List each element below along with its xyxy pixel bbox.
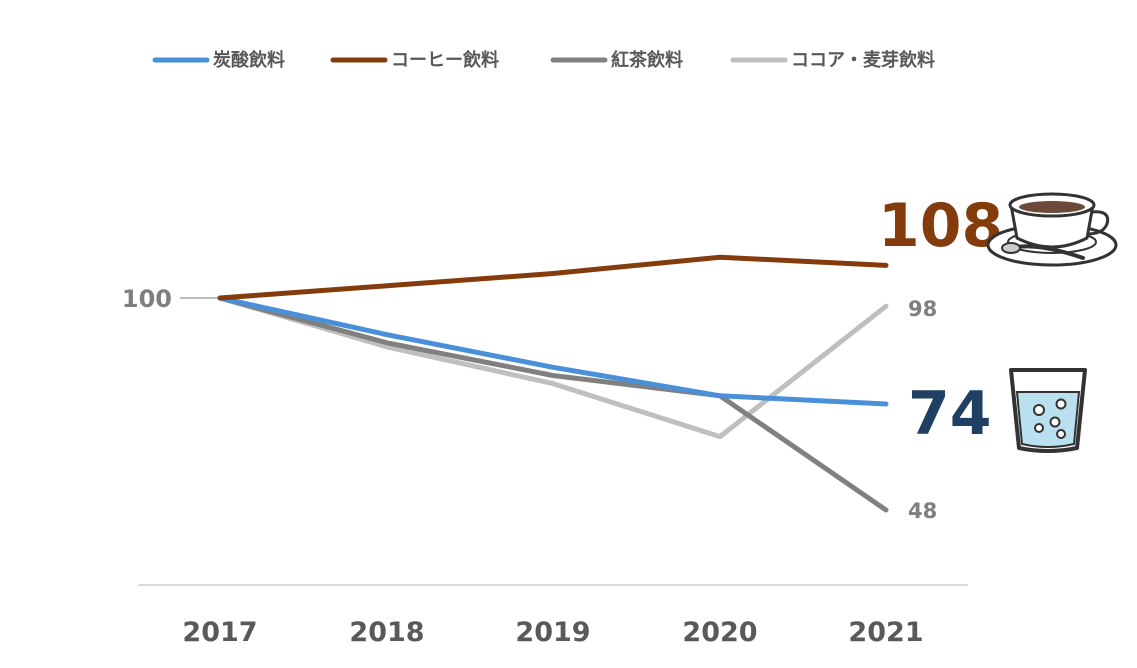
- x-tick-label: 2021: [848, 617, 923, 648]
- x-tick-label: 2017: [182, 617, 257, 648]
- series-line: [217, 254, 889, 301]
- x-tick-label: 2020: [682, 617, 757, 648]
- series-line: [217, 295, 889, 513]
- start-value-label: 100: [122, 285, 172, 313]
- legend-label: コーヒー飲料: [391, 49, 499, 71]
- end-value-label: 98: [908, 297, 937, 321]
- soda-glass-icon: [1009, 368, 1087, 453]
- legend-label: 炭酸飲料: [213, 49, 285, 71]
- series-line: [217, 295, 889, 407]
- end-value-label: 108: [878, 191, 1003, 261]
- legend-label: 紅茶飲料: [611, 49, 683, 71]
- x-tick-label: 2018: [349, 617, 424, 648]
- x-axis-ticks: 2017 2018 2019 2020 2021: [182, 617, 923, 648]
- legend-label: ココア・麦芽飲料: [791, 49, 935, 71]
- coffee-cup-icon: [986, 192, 1118, 267]
- x-tick-label: 2019: [515, 617, 590, 648]
- end-value-labels: 74 108 48 98: [878, 191, 1003, 523]
- end-value-label: 48: [908, 499, 937, 523]
- legend: 炭酸飲料 コーヒー飲料 紅茶飲料 ココア・麦芽飲料: [152, 49, 935, 71]
- end-value-label: 74: [908, 379, 992, 449]
- series-lines: [217, 254, 889, 513]
- series-line: [217, 295, 889, 440]
